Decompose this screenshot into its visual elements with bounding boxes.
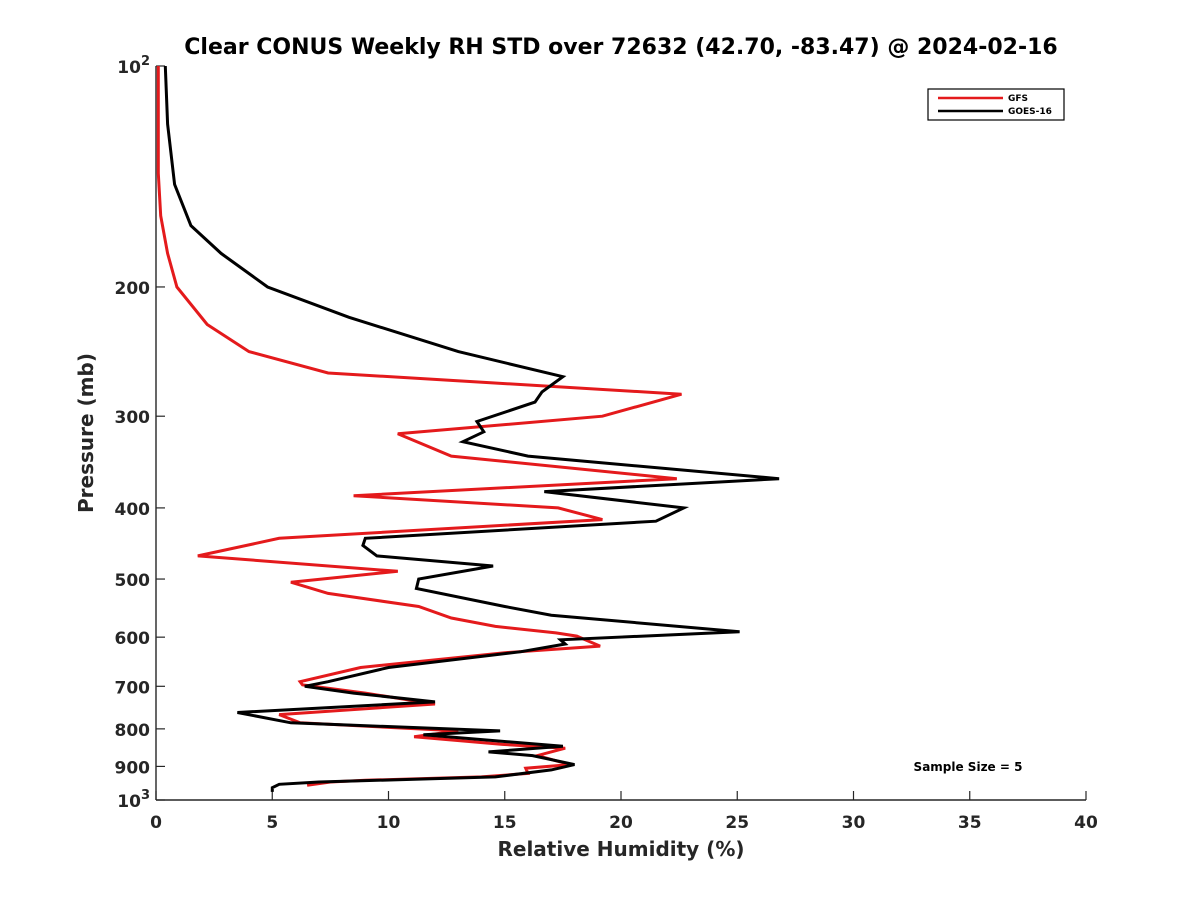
- y-tick-label: 200: [115, 279, 151, 299]
- x-tick-label: 5: [266, 813, 278, 833]
- y-tick-label: 700: [115, 678, 151, 698]
- y-tick-label: 800: [115, 721, 151, 741]
- series-line-goes-16: [163, 65, 780, 792]
- x-tick-label: 10: [377, 813, 401, 833]
- series-line-gfs: [156, 66, 682, 787]
- y-tick-label: 300: [115, 408, 151, 428]
- x-tick-label: 30: [842, 813, 866, 833]
- y-tick-label: 102: [117, 54, 150, 78]
- legend-box: [927, 88, 1065, 121]
- legend: GFS GOES-16: [927, 88, 1065, 121]
- x-tick-label: 35: [958, 813, 982, 833]
- series-group: [156, 65, 780, 792]
- chart-title: Clear CONUS Weekly RH STD over 72632 (42…: [184, 35, 1057, 60]
- x-tick-label: 0: [150, 813, 162, 833]
- legend-label-goes16: GOES-16: [1008, 107, 1052, 117]
- y-tick-label: 600: [115, 629, 151, 649]
- y-axis-label: Pressure (mb): [74, 353, 98, 513]
- y-tick-label: 900: [115, 758, 151, 778]
- sample-size-annotation: Sample Size = 5: [914, 760, 1023, 774]
- y-tick-label: 500: [115, 571, 151, 591]
- y-tick-label: 400: [115, 500, 151, 520]
- x-axis-label: Relative Humidity (%): [497, 837, 744, 861]
- x-ticks: 0 5 10 15 20 25 30 35 40: [150, 791, 1098, 833]
- x-tick-label: 40: [1074, 813, 1098, 833]
- y-tick-label: 103: [117, 788, 150, 812]
- x-tick-label: 25: [725, 813, 749, 833]
- x-tick-label: 20: [609, 813, 633, 833]
- x-tick-label: 15: [493, 813, 517, 833]
- legend-label-gfs: GFS: [1008, 94, 1028, 104]
- y-ticks: 102 200 300 400 500 600 700 800 900 103: [115, 54, 165, 812]
